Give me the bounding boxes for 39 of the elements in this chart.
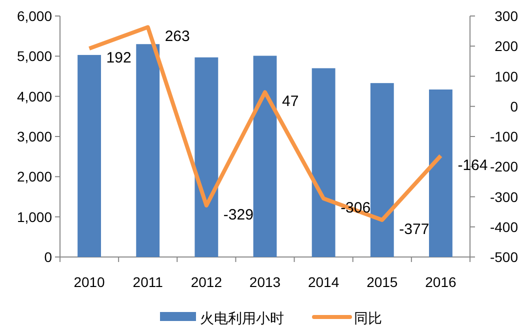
bar: [253, 56, 277, 257]
y2-tick-label: 100: [494, 68, 518, 84]
y-tick-label: 6,000: [16, 8, 52, 24]
bar: [194, 57, 218, 257]
y2-tick-label: -200: [490, 158, 518, 175]
y2-tick-label: 0: [510, 98, 518, 114]
data-label: -377: [399, 220, 430, 238]
bar: [312, 68, 336, 257]
bar: [370, 83, 394, 257]
x-tick-label: 2016: [425, 274, 456, 290]
y-tick-label: 3,000: [16, 128, 52, 144]
y2-tick-label: -300: [490, 188, 518, 205]
bar: [136, 44, 160, 257]
y2-tick-label: -400: [490, 218, 518, 235]
data-label: 192: [106, 50, 132, 67]
y2-tick-label: 200: [494, 38, 518, 54]
y-tick-label: 1,000: [16, 208, 52, 225]
legend-label: 火电利用小时: [200, 310, 284, 326]
legend-label: 同比: [354, 310, 382, 326]
x-tick-label: 2014: [308, 274, 340, 290]
x-tick-label: 2010: [74, 274, 106, 290]
x-tick-label: 2015: [366, 274, 398, 290]
data-label: -164: [458, 156, 488, 174]
y2-tick-label: -100: [490, 128, 518, 144]
bar: [78, 54, 101, 257]
data-label: -329: [223, 206, 254, 224]
y2-tick-label: -500: [490, 249, 518, 265]
bar: [429, 90, 452, 257]
y-tick-label: 5,000: [16, 48, 52, 64]
data-label: 47: [282, 93, 299, 110]
x-tick-label: 2013: [249, 274, 281, 290]
y2-tick-label: 300: [494, 8, 518, 24]
x-tick-label: 2012: [190, 274, 222, 290]
x-tick-label: 2011: [132, 274, 164, 290]
data-label: 263: [164, 28, 190, 46]
y-tick-label: 2,000: [16, 168, 52, 185]
y-tick-label: 0: [44, 249, 52, 265]
line-series: [87, 25, 443, 222]
y-tick-label: 4,000: [16, 88, 52, 104]
